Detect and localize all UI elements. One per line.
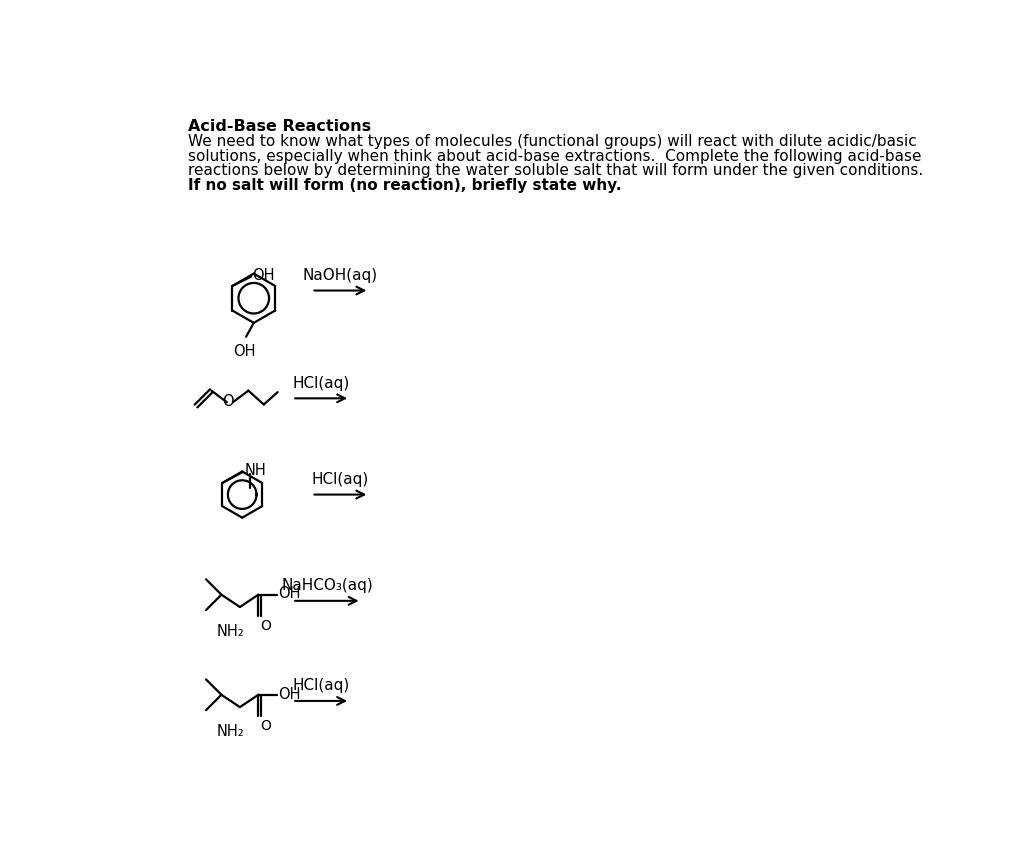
Text: NaOH(aq): NaOH(aq) [302, 267, 378, 283]
Text: OH: OH [278, 687, 300, 701]
Text: O: O [222, 394, 233, 409]
Text: O: O [261, 719, 271, 734]
Text: HCl(aq): HCl(aq) [292, 678, 349, 694]
Text: HCl(aq): HCl(aq) [311, 472, 369, 486]
Text: OH: OH [233, 345, 256, 359]
Text: solutions, especially when think about acid-base extractions.  Complete the foll: solutions, especially when think about a… [188, 149, 922, 164]
Text: We need to know what types of molecules (functional groups) will react with dilu: We need to know what types of molecules … [188, 134, 918, 149]
Text: NH₂: NH₂ [217, 724, 245, 739]
Text: HCl(aq): HCl(aq) [292, 375, 349, 391]
Text: NH₂: NH₂ [217, 624, 245, 639]
Text: OH: OH [252, 268, 274, 284]
Text: reactions below by determining the water soluble salt that will form under the g: reactions below by determining the water… [188, 164, 924, 178]
Text: O: O [261, 619, 271, 633]
Text: NH: NH [245, 464, 266, 478]
Text: NaHCO₃(aq): NaHCO₃(aq) [281, 578, 373, 593]
Text: If no salt will form (no reaction), briefly state why.: If no salt will form (no reaction), brie… [188, 178, 622, 193]
Text: OH: OH [278, 587, 300, 601]
Text: Acid-Base Reactions: Acid-Base Reactions [188, 119, 372, 134]
